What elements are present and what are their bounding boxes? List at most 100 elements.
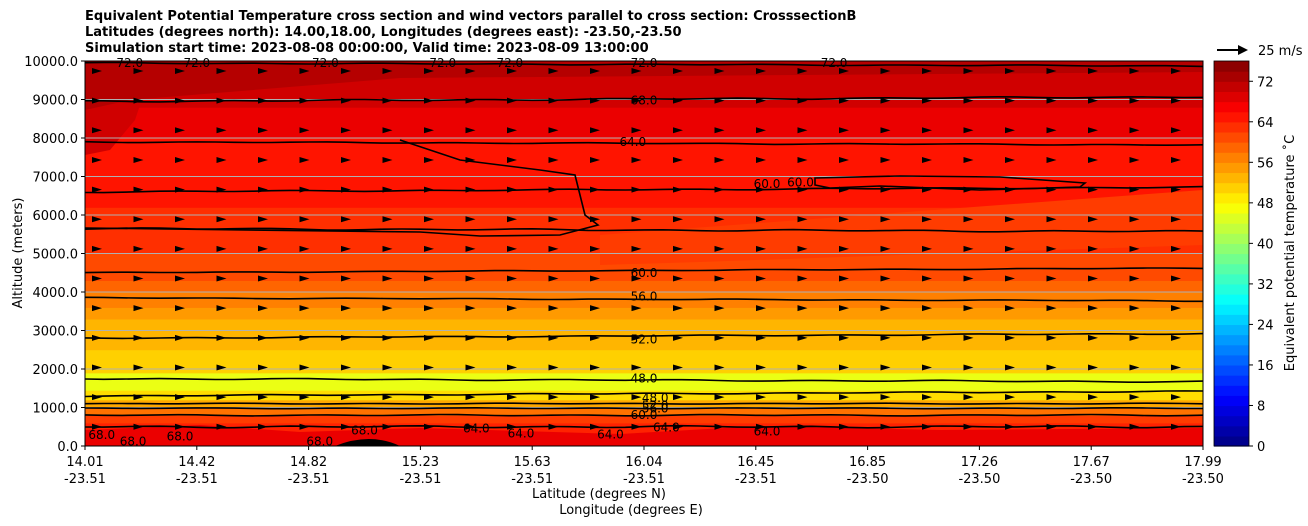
wind-vector-arrow: [424, 216, 434, 223]
colorbar-segment: [1214, 131, 1249, 143]
wind-vector-arrow: [341, 186, 351, 193]
colorbar-segment: [1214, 182, 1249, 194]
wind-vector-arrow: [880, 127, 891, 134]
wind-vector-arrow: [92, 186, 102, 193]
contour-line: [85, 296, 1203, 303]
wind-vector-arrow: [92, 423, 102, 430]
colorbar-segment: [1214, 405, 1249, 417]
wind-vector-arrow: [548, 305, 559, 312]
wind-vector-arrow: [424, 423, 434, 430]
wind-vector-arrow: [880, 216, 891, 223]
wind-vector-arrow: [922, 305, 932, 312]
wind-vector-arrow: [631, 334, 642, 341]
wind-vector-arrow: [258, 68, 268, 75]
wind-vector-arrow: [922, 394, 932, 401]
wind-vector-arrow: [714, 394, 725, 401]
wind-vector-arrow: [341, 275, 351, 282]
wind-vector-arrow: [631, 245, 642, 252]
wind-vector-arrow: [424, 334, 434, 341]
wind-vector-arrow: [1088, 97, 1098, 104]
wind-vector-arrow: [1129, 364, 1140, 371]
wind-vector-arrow: [175, 364, 185, 371]
colorbar-segment: [1214, 233, 1249, 244]
wind-vector-arrow: [756, 275, 766, 282]
wind-vector-arrow: [1046, 394, 1057, 401]
contour-label: 64.0: [653, 421, 680, 435]
colorbar-frame: [1213, 60, 1250, 447]
wind-vector-arrow: [299, 334, 310, 341]
wind-vector-arrow: [548, 68, 559, 75]
wind-vector-arrow: [714, 68, 725, 75]
wind-vector-arrow: [590, 127, 600, 134]
wind-vector-arrow: [507, 68, 517, 75]
wind-vector-arrow: [424, 245, 434, 252]
wind-vector-arrow: [1088, 127, 1098, 134]
wind-vector-arrow: [673, 394, 683, 401]
wind-vector-arrow: [963, 97, 974, 104]
wind-vector-arrow: [133, 275, 144, 282]
wind-vector-arrow: [92, 245, 102, 252]
wind-vector-arrow: [133, 186, 144, 193]
wind-vector-arrow: [548, 275, 559, 282]
wind-vector-arrow: [963, 156, 974, 163]
contour-line: [85, 402, 1203, 405]
wind-vector-arrow: [631, 97, 642, 104]
wind-vector-arrow: [631, 127, 642, 134]
contour-label: 68.0: [306, 434, 333, 448]
y-tick-label: 7000.0: [33, 171, 79, 186]
wind-vector-arrow: [673, 245, 683, 252]
wind-vector-arrow: [1171, 127, 1181, 134]
wind-vector-arrow: [299, 68, 310, 75]
wind-vector-arrow: [465, 156, 476, 163]
colorbar-segment: [1214, 344, 1249, 356]
wind-vector-arrow: [258, 186, 268, 193]
wind-vector-arrow: [424, 275, 434, 282]
wind-vector-arrow: [797, 97, 808, 104]
y-tick-label: 1000.0: [33, 402, 79, 417]
wind-vector-arrow: [133, 334, 144, 341]
x-tick-label-lon: -23.50: [958, 472, 1000, 487]
x-tick-label-lat: 17.67: [1073, 455, 1110, 470]
wind-vector-arrow: [133, 423, 144, 430]
theta-e-band: [85, 138, 1203, 208]
wind-vector-arrow: [1171, 97, 1181, 104]
wind-vector-arrow: [880, 186, 891, 193]
plot-area: [85, 61, 1203, 446]
colorbar-segment: [1214, 142, 1249, 153]
wind-vector-arrow: [590, 305, 600, 312]
wind-vector-arrow: [1088, 156, 1098, 163]
wind-vector-arrow: [548, 394, 559, 401]
contour-label: 60.0: [787, 175, 814, 189]
wind-vector-arrow: [922, 216, 932, 223]
contour-label: 64.0: [463, 422, 490, 436]
wind-vector-arrow: [92, 334, 102, 341]
wind-vector-arrow: [631, 305, 642, 312]
wind-vector-arrow: [299, 127, 310, 134]
wind-vector-arrow: [341, 156, 351, 163]
wind-vector-arrow: [382, 216, 393, 223]
wind-vector-arrow: [922, 364, 932, 371]
colorbar-segment: [1214, 415, 1249, 427]
wind-vector-arrow: [548, 156, 559, 163]
wind-vector-arrow: [507, 364, 517, 371]
wind-vector-arrow: [175, 275, 185, 282]
wind-vector-arrow: [507, 156, 517, 163]
wind-vector-arrow: [1046, 275, 1057, 282]
wind-vector-arrow: [1046, 305, 1057, 312]
colorbar-segment: [1214, 91, 1249, 103]
contour-label: 72.0: [496, 56, 523, 70]
wind-vector-arrow: [797, 127, 808, 134]
wind-vector-arrow: [424, 97, 434, 104]
wind-vector-arrow: [507, 305, 517, 312]
wind-vector-arrow: [963, 216, 974, 223]
contour-line: [85, 332, 1203, 340]
wind-vector-arrow: [216, 186, 227, 193]
contour-label: 68.0: [120, 434, 147, 448]
colorbar-segment: [1214, 162, 1249, 174]
contour-label: 72.0: [312, 56, 339, 70]
wind-vector-arrow: [673, 156, 683, 163]
y-axis-label: Altitude (meters): [11, 198, 26, 309]
wind-vector-arrow: [673, 186, 683, 193]
wind-vector-arrow: [631, 423, 642, 430]
